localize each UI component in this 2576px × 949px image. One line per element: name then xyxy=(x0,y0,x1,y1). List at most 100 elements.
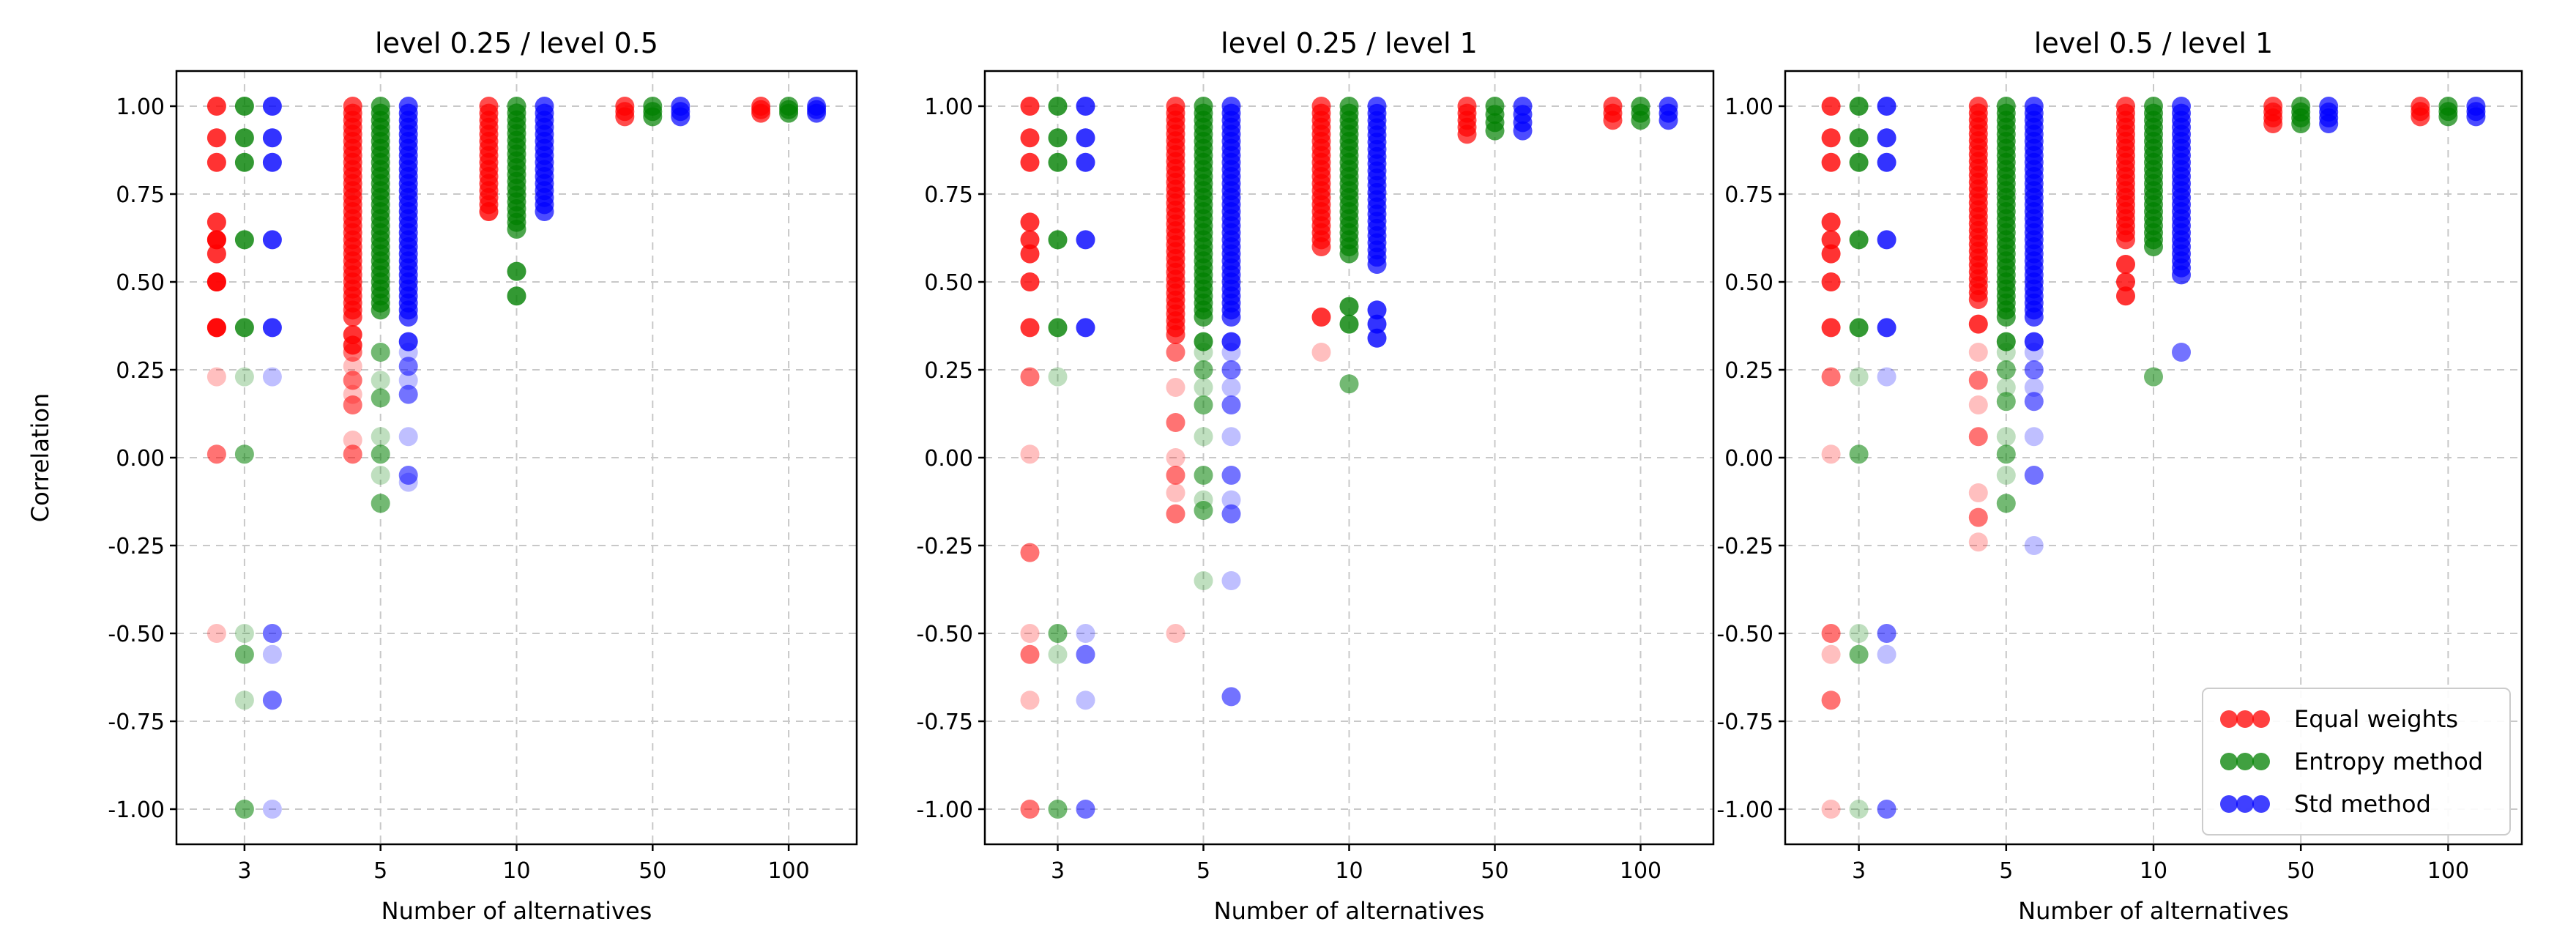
data-point xyxy=(751,97,771,116)
data-point xyxy=(1968,483,1988,502)
data-point xyxy=(343,371,362,390)
x-tick-label: 50 xyxy=(2287,858,2315,884)
data-point xyxy=(1996,466,2016,485)
data-point xyxy=(262,691,282,710)
series-std-method xyxy=(1076,97,1678,819)
y-tick-label: 0.00 xyxy=(924,446,973,472)
data-point xyxy=(371,97,390,116)
data-point xyxy=(1194,466,1213,485)
data-point xyxy=(398,371,418,390)
data-point xyxy=(1194,97,1213,116)
data-point xyxy=(2024,343,2044,362)
data-point xyxy=(643,97,663,116)
legend-marker xyxy=(2236,753,2254,770)
data-point xyxy=(1968,97,1988,116)
data-point xyxy=(1821,691,1841,710)
data-point xyxy=(262,800,282,819)
x-tick-label: 5 xyxy=(1196,858,1210,884)
series-entropy-method xyxy=(234,97,799,819)
data-point xyxy=(1076,691,1095,710)
data-point xyxy=(1048,367,1068,387)
data-point xyxy=(807,97,827,116)
y-tick-label: 0.50 xyxy=(116,270,165,296)
data-point xyxy=(779,97,799,116)
data-point xyxy=(262,97,282,116)
x-tick-label: 3 xyxy=(1051,858,1065,884)
data-point xyxy=(1020,644,1040,664)
data-point xyxy=(1166,466,1185,485)
legend-marker xyxy=(2252,753,2270,770)
data-point xyxy=(1221,395,1241,414)
data-point xyxy=(1339,374,1359,394)
y-tick-label: -1.00 xyxy=(916,797,973,823)
legend-marker xyxy=(2220,753,2238,770)
data-point xyxy=(2172,97,2191,116)
data-point xyxy=(398,343,418,362)
data-point xyxy=(234,800,254,819)
data-point xyxy=(371,343,390,362)
data-point xyxy=(398,472,418,492)
data-point xyxy=(1221,504,1241,524)
y-tick-label: 0.75 xyxy=(924,182,973,208)
data-point xyxy=(398,97,418,116)
data-point xyxy=(1996,392,2016,412)
y-tick-label: -0.75 xyxy=(916,710,973,735)
legend: Equal weights Entropy method Std method xyxy=(2202,688,2511,836)
data-point xyxy=(206,318,226,338)
x-tick-label: 3 xyxy=(1852,858,1866,884)
y-tick-label: 0.00 xyxy=(1724,446,1773,472)
data-point xyxy=(1166,448,1185,467)
data-point xyxy=(1020,800,1040,819)
data-point xyxy=(234,444,254,464)
data-point xyxy=(479,202,499,221)
x-tick-label: 5 xyxy=(1999,858,2013,884)
y-axis-label: Correlation xyxy=(26,393,54,522)
data-point xyxy=(1996,378,2016,397)
data-point xyxy=(1996,332,2016,351)
data-point xyxy=(1968,395,1988,414)
data-point xyxy=(1877,152,1896,172)
series-std-method xyxy=(262,97,827,819)
data-point xyxy=(1048,624,1068,643)
chart-panel-2: 1.00 0.75 0.50 0.25 0.00 -0.25 -0.50 -0.75 -1.00… xyxy=(916,27,1715,925)
data-point xyxy=(1221,332,1241,351)
data-point xyxy=(1849,444,1869,464)
data-point xyxy=(371,388,390,408)
data-point xyxy=(234,318,254,338)
data-point xyxy=(1996,360,2016,379)
data-point xyxy=(1076,97,1095,116)
data-point xyxy=(2024,97,2044,116)
data-point xyxy=(1166,483,1185,502)
data-point xyxy=(206,152,226,172)
chart-title: level 0.25 / level 0.5 xyxy=(375,27,658,59)
data-point xyxy=(479,97,499,116)
data-point xyxy=(1221,97,1241,116)
data-point xyxy=(1020,543,1040,562)
data-point xyxy=(1849,644,1869,664)
data-point xyxy=(371,371,390,390)
data-point xyxy=(343,97,362,116)
data-point xyxy=(1166,413,1185,432)
data-point xyxy=(1849,624,1869,643)
data-point xyxy=(1821,244,1841,264)
data-point xyxy=(2116,286,2135,306)
data-point xyxy=(1076,128,1095,148)
data-point xyxy=(2024,427,2044,447)
y-tick-label: -0.75 xyxy=(108,710,165,735)
data-point xyxy=(262,644,282,664)
data-point xyxy=(2024,378,2044,397)
y-tick-label: -1.00 xyxy=(1716,797,1773,823)
data-point xyxy=(1457,97,1477,116)
data-point xyxy=(1221,490,1241,510)
x-tick-label: 3 xyxy=(237,858,251,884)
x-tick-label: 10 xyxy=(1335,858,1363,884)
data-point xyxy=(1968,427,1988,447)
data-point xyxy=(206,272,226,291)
data-point xyxy=(1020,97,1040,116)
data-point xyxy=(2024,536,2044,555)
y-tick-label: 0.25 xyxy=(1724,358,1773,384)
data-point xyxy=(1194,360,1213,379)
data-point xyxy=(1367,300,1387,320)
chart-title: level 0.25 / level 1 xyxy=(1221,27,1478,59)
data-point xyxy=(1221,378,1241,397)
